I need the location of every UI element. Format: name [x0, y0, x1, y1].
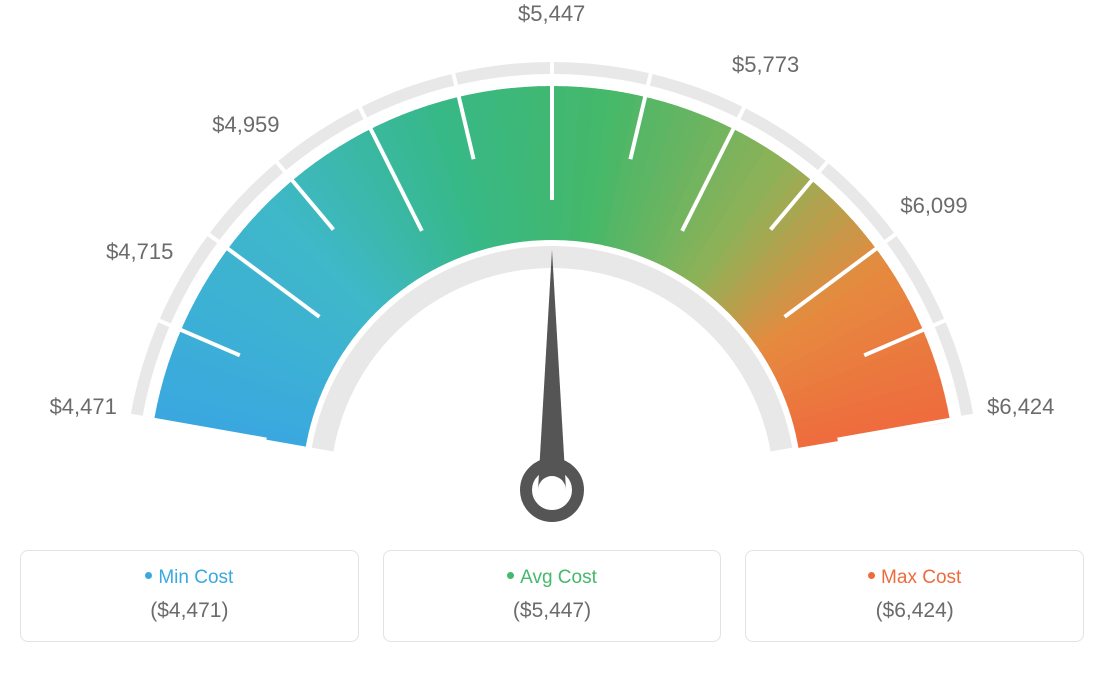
gauge-tick-label: $6,424 [987, 394, 1054, 420]
max-cost-card: Max Cost ($6,424) [745, 550, 1084, 642]
min-cost-value: ($4,471) [31, 599, 348, 623]
min-cost-card: Min Cost ($4,471) [20, 550, 359, 642]
gauge-tick-label: $4,715 [106, 239, 173, 265]
avg-dot-icon [507, 572, 514, 579]
min-cost-label: Min Cost [158, 567, 233, 588]
summary-cards: Min Cost ($4,471) Avg Cost ($5,447) Max … [20, 550, 1084, 642]
avg-cost-label: Avg Cost [520, 567, 597, 588]
max-cost-value: ($6,424) [756, 599, 1073, 623]
gauge-svg [20, 20, 1084, 530]
gauge-tick-label: $5,773 [732, 52, 799, 78]
gauge-tick-label: $5,447 [518, 1, 585, 27]
avg-cost-title: Avg Cost [394, 567, 711, 589]
max-dot-icon [868, 572, 875, 579]
min-dot-icon [145, 572, 152, 579]
avg-cost-value: ($5,447) [394, 599, 711, 623]
max-cost-title: Max Cost [756, 567, 1073, 589]
gauge-tick-label: $4,471 [50, 394, 117, 420]
min-cost-title: Min Cost [31, 567, 348, 589]
cost-gauge: $4,471$4,715$4,959$5,447$5,773$6,099$6,4… [20, 20, 1084, 530]
gauge-tick-label: $6,099 [900, 193, 967, 219]
max-cost-label: Max Cost [881, 567, 961, 588]
avg-cost-card: Avg Cost ($5,447) [383, 550, 722, 642]
gauge-tick-label: $4,959 [212, 112, 279, 138]
